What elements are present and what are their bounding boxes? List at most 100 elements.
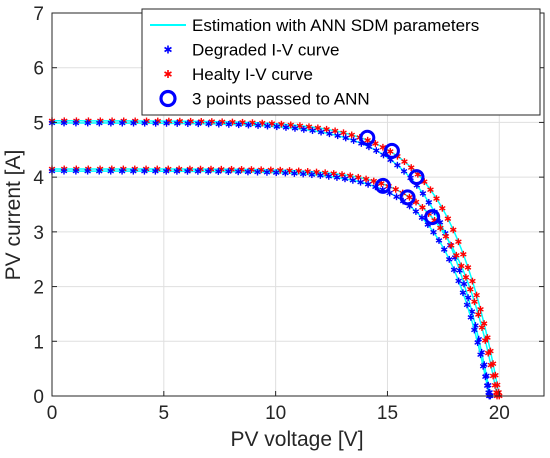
degraded-point [291, 124, 299, 132]
y-axis-label: PV current [A] [2, 150, 25, 281]
degraded-point [215, 120, 223, 128]
y-tick-label: 3 [33, 223, 44, 244]
degraded-point [467, 313, 475, 321]
degraded-point [141, 119, 148, 127]
degraded-point [477, 351, 484, 359]
healthy-point [460, 250, 467, 258]
healthy-point [484, 349, 492, 357]
healthy-point [392, 185, 400, 193]
legend-asterisk-marker [164, 45, 172, 54]
healthy-point [462, 273, 470, 281]
degraded-point [264, 122, 271, 130]
ann-point [424, 209, 441, 226]
healthy-point [491, 381, 499, 389]
degraded-point [162, 167, 170, 175]
degraded-point [455, 277, 462, 285]
degraded-point [225, 168, 232, 176]
degraded-point [364, 180, 372, 188]
degraded-point [118, 119, 126, 127]
healthy-point [340, 129, 347, 137]
legend-circle-marker [159, 89, 177, 108]
data-series [48, 117, 503, 400]
degraded-point [325, 172, 333, 180]
healthy-point [362, 175, 370, 183]
healthy-point [471, 298, 478, 306]
degraded-point [471, 326, 478, 334]
degraded-point [72, 119, 80, 127]
healthy-point [467, 285, 474, 293]
degraded-point [235, 121, 242, 129]
axes: 0 5 10 15 20 0 1 2 3 4 5 6 7 [33, 4, 545, 424]
degraded-point [299, 170, 307, 178]
healthy-point [407, 164, 415, 172]
healthy-point [455, 238, 462, 246]
x-tick-label: 0 [47, 403, 58, 424]
healthy-point [477, 305, 484, 313]
healthy-point [364, 136, 371, 144]
degraded-point [234, 168, 242, 176]
degraded-point [194, 120, 202, 128]
healthy-point [478, 324, 486, 331]
healthy-point [401, 158, 408, 166]
degraded-point [291, 170, 298, 177]
degraded-point [215, 168, 222, 175]
degraded-point [373, 147, 380, 155]
degraded-point [184, 120, 192, 127]
legend-label: Degraded I-V curve [192, 41, 339, 60]
y-tick-label: 7 [33, 4, 44, 25]
degraded-point [412, 208, 420, 215]
degraded-point [282, 124, 290, 131]
degraded-point [393, 193, 400, 201]
x-tick-label: 20 [489, 403, 510, 424]
degraded-point [326, 130, 333, 138]
degraded-point [244, 168, 252, 176]
degraded-point [95, 167, 103, 175]
degraded-point [394, 161, 401, 169]
y-tick-label: 0 [33, 387, 44, 408]
degraded-point [425, 198, 433, 206]
degraded-point [205, 120, 212, 128]
x-axis-label: PV voltage [V] [230, 428, 363, 451]
healthy-point [464, 264, 472, 271]
degraded-point [273, 123, 281, 131]
degraded-point [60, 119, 68, 127]
degraded-point [130, 119, 137, 127]
degraded-point [419, 190, 427, 197]
healthy-point [348, 131, 356, 139]
degraded-point [463, 301, 471, 309]
degraded-point [194, 167, 202, 175]
healthy-point [338, 171, 346, 179]
healthy-point [457, 262, 465, 270]
degraded-point [300, 125, 308, 133]
healthy-point [489, 372, 497, 380]
healthy-point [444, 215, 452, 223]
degraded-point [173, 120, 181, 127]
ann-point [399, 189, 416, 206]
ann-point [374, 177, 391, 194]
degraded-point [418, 214, 426, 222]
degraded-point [163, 119, 170, 127]
y-tick-label: 6 [33, 59, 44, 80]
degraded-point [254, 122, 262, 129]
degraded-point [474, 339, 481, 346]
degraded-point [72, 167, 80, 175]
y-tick-label: 5 [33, 113, 44, 134]
healthy-point [370, 177, 378, 185]
degraded-point [152, 167, 159, 175]
legend: Estimation with ANN SDM parameters Degrad… [141, 8, 541, 116]
y-tick-label: 4 [33, 168, 44, 189]
degraded-point [245, 121, 252, 129]
legend-label: Estimation with ANN SDM parameters [192, 16, 479, 35]
degraded-point [254, 168, 261, 176]
degraded-point [349, 176, 357, 184]
degraded-point [107, 119, 115, 127]
degraded-point [173, 167, 181, 175]
healthy-point [437, 224, 444, 232]
degraded-point [435, 237, 443, 244]
degraded-point [334, 132, 341, 140]
ann-point [408, 169, 425, 186]
degraded-point [317, 172, 324, 179]
healthy-point [475, 311, 482, 318]
